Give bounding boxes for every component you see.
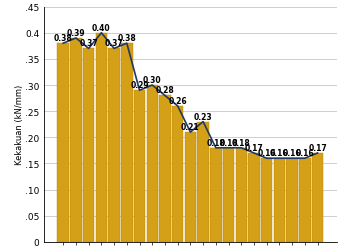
Text: 0.40: 0.40 xyxy=(92,24,111,33)
Text: 0.37: 0.37 xyxy=(105,39,123,48)
Bar xyxy=(172,107,183,242)
Bar xyxy=(83,49,95,242)
Bar xyxy=(286,159,298,242)
Bar xyxy=(248,153,260,242)
Bar xyxy=(134,91,145,242)
Text: 0.16: 0.16 xyxy=(257,149,276,158)
Bar xyxy=(236,148,247,242)
Text: 0.17: 0.17 xyxy=(244,143,264,152)
Text: 0.16: 0.16 xyxy=(283,149,302,158)
Bar xyxy=(312,153,323,242)
Text: 0.28: 0.28 xyxy=(156,86,174,95)
Text: 0.38: 0.38 xyxy=(117,34,136,43)
Text: 0.18: 0.18 xyxy=(206,138,225,147)
Bar xyxy=(185,133,196,242)
Text: 0.23: 0.23 xyxy=(194,112,212,121)
Bar xyxy=(159,96,171,242)
Y-axis label: Kekakuan (kN/mm): Kekakuan (kN/mm) xyxy=(15,85,23,165)
Text: 0.30: 0.30 xyxy=(143,76,161,85)
Text: 0.39: 0.39 xyxy=(67,29,85,38)
Text: 0.18: 0.18 xyxy=(232,138,251,147)
Bar xyxy=(223,148,234,242)
Text: 0.37: 0.37 xyxy=(79,39,98,48)
Bar xyxy=(274,159,285,242)
Bar xyxy=(70,39,82,242)
Bar xyxy=(108,49,120,242)
Bar xyxy=(299,159,311,242)
Bar xyxy=(210,148,222,242)
Bar xyxy=(96,34,107,242)
Text: 0.26: 0.26 xyxy=(168,97,187,106)
Bar xyxy=(57,44,69,242)
Text: 0.18: 0.18 xyxy=(219,138,238,147)
Text: 0.16: 0.16 xyxy=(295,149,314,158)
Text: 0.38: 0.38 xyxy=(54,34,72,43)
Bar xyxy=(261,159,272,242)
Text: 0.16: 0.16 xyxy=(270,149,289,158)
Bar xyxy=(147,86,158,242)
Text: 0.21: 0.21 xyxy=(181,122,200,132)
Text: 0.29: 0.29 xyxy=(130,81,149,90)
Text: 0.17: 0.17 xyxy=(308,143,327,152)
Bar xyxy=(198,122,209,242)
Bar xyxy=(121,44,133,242)
